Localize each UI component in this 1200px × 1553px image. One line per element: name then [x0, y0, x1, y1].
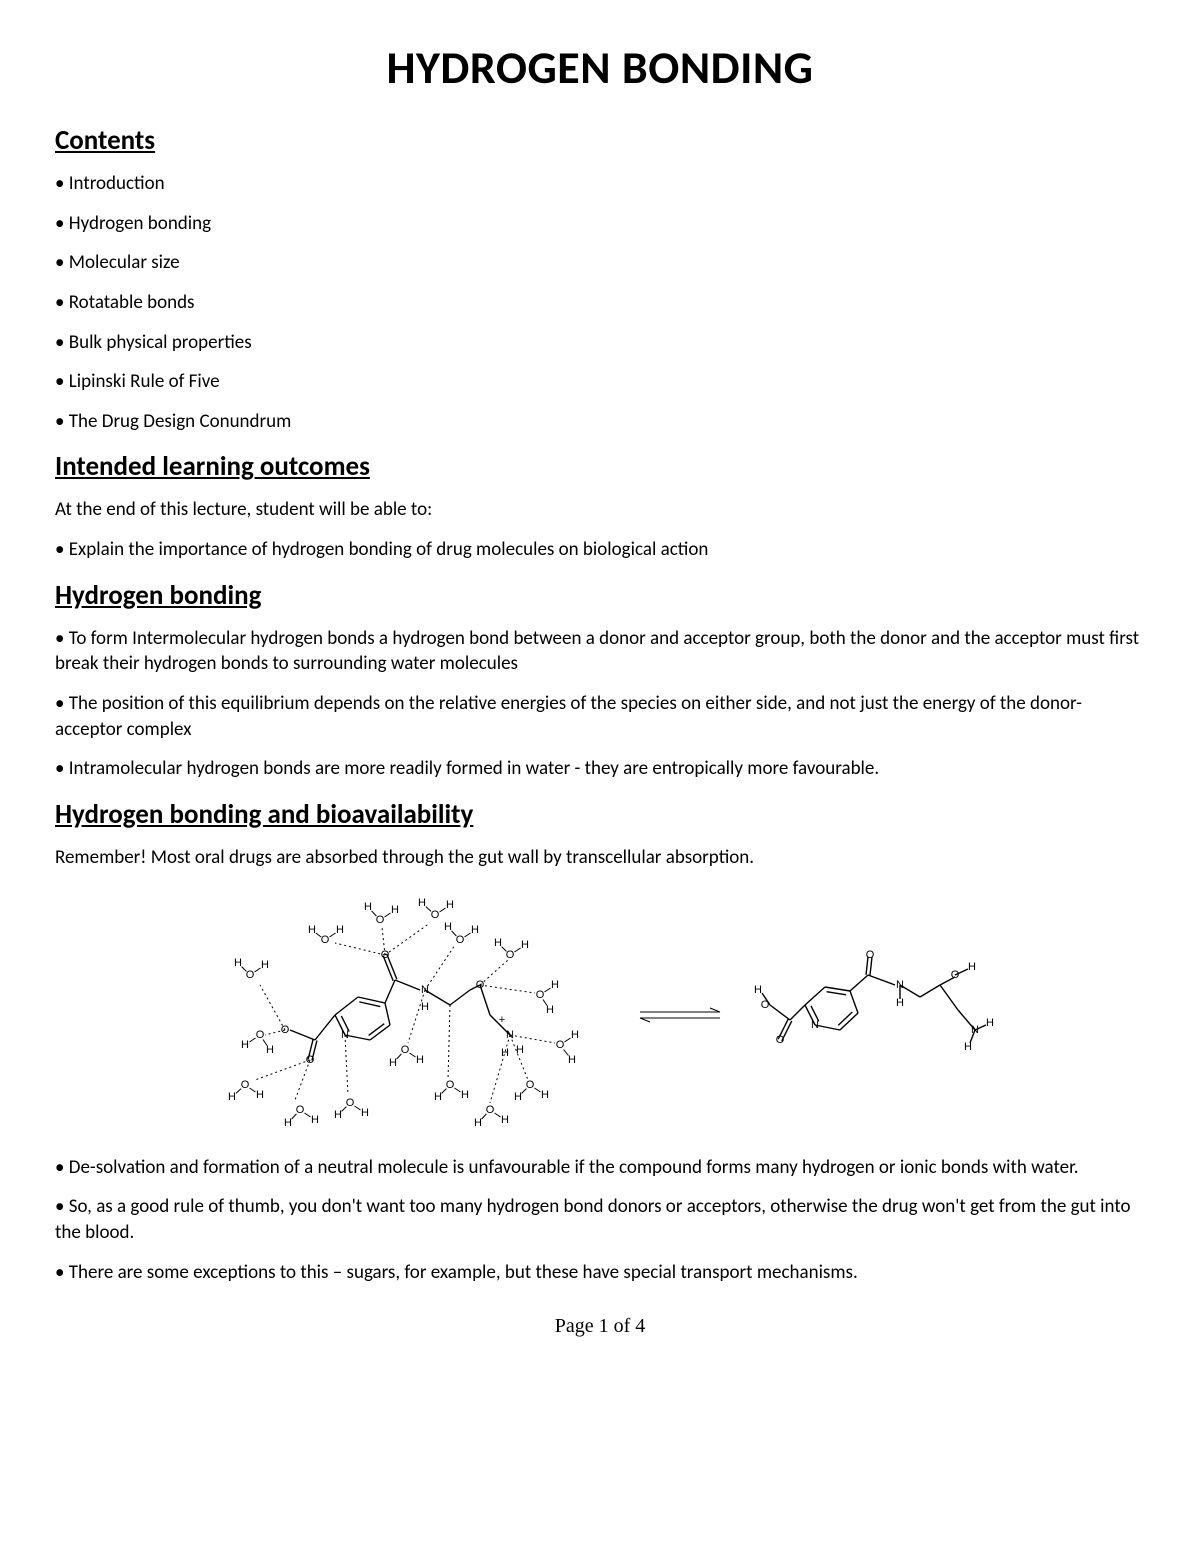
bioavail-item: • De-solvation and formation of a neutra… — [55, 1155, 1145, 1181]
svg-text:H: H — [968, 961, 976, 973]
svg-text:H: H — [334, 1109, 342, 1121]
contents-item: • The Drug Design Conundrum — [55, 409, 1145, 435]
svg-text:H: H — [964, 1041, 972, 1053]
bioavail-item: • So, as a good rule of thumb, you don't… — [55, 1194, 1145, 1245]
svg-text:H: H — [754, 984, 762, 996]
contents-item: • Bulk physical properties — [55, 330, 1145, 356]
bioavail-intro: Remember! Most oral drugs are absorbed t… — [55, 845, 1145, 871]
svg-text:O: O — [246, 969, 255, 981]
svg-text:N: N — [811, 1019, 819, 1031]
svg-text:+: + — [499, 1014, 505, 1026]
svg-text:H: H — [461, 1089, 469, 1101]
svg-text:H: H — [261, 959, 269, 971]
svg-text:N: N — [896, 979, 904, 991]
svg-text:O: O — [486, 1104, 495, 1116]
svg-text:H: H — [308, 924, 316, 936]
svg-text:O: O — [241, 1079, 250, 1091]
svg-text:O: O — [776, 1034, 785, 1046]
svg-text:H: H — [896, 997, 904, 1009]
svg-text:H: H — [521, 939, 529, 951]
svg-text:O: O — [536, 989, 545, 1001]
svg-text:O: O — [951, 969, 960, 981]
svg-text:H: H — [501, 1047, 509, 1059]
svg-text:O: O — [321, 934, 330, 946]
svg-text:O: O — [256, 1029, 265, 1041]
svg-text:H: H — [336, 924, 344, 936]
svg-text:H: H — [446, 899, 454, 911]
contents-item: • Rotatable bonds — [55, 290, 1145, 316]
svg-text:N: N — [341, 1029, 349, 1041]
svg-text:O: O — [306, 1054, 315, 1066]
svg-text:O: O — [376, 914, 385, 926]
svg-text:H: H — [568, 1054, 576, 1066]
contents-item: • Lipinski Rule of Five — [55, 369, 1145, 395]
svg-text:H: H — [361, 1107, 369, 1119]
bioavail-heading: Hydrogen bonding and bioavailability — [55, 798, 1145, 831]
hbonding-heading: Hydrogen bonding — [55, 579, 1145, 612]
svg-text:H: H — [418, 897, 426, 909]
hbonding-item: • Intramolecular hydrogen bonds are more… — [55, 756, 1145, 782]
page-number: Page 1 of 4 — [55, 1315, 1145, 1338]
svg-text:O: O — [401, 1044, 410, 1056]
svg-text:H: H — [986, 1017, 994, 1029]
svg-text:O: O — [761, 999, 770, 1011]
bioavail-item: • There are some exceptions to this – su… — [55, 1260, 1145, 1286]
svg-text:O: O — [446, 1079, 455, 1091]
svg-text:O: O — [346, 1097, 355, 1109]
svg-text:H: H — [501, 1114, 509, 1126]
outcomes-heading: Intended learning outcomes — [55, 450, 1145, 483]
svg-text:H: H — [364, 901, 372, 913]
svg-text:H: H — [228, 1091, 236, 1103]
molecule-diagram-container: NOOONONHHH+OHHOHHOHHOHHOHHOHHOHHOHHOHHOH… — [55, 885, 1145, 1145]
svg-text:N: N — [971, 1024, 979, 1036]
svg-text:H: H — [284, 1117, 292, 1129]
svg-text:H: H — [551, 979, 559, 991]
contents-heading: Contents — [55, 124, 1145, 157]
svg-text:H: H — [389, 1057, 397, 1069]
outcomes-item: • Explain the importance of hydrogen bon… — [55, 537, 1145, 563]
molecule-diagram: NOOONONHHH+OHHOHHOHHOHHOHHOHHOHHOHHOHHOH… — [190, 885, 1010, 1145]
svg-text:H: H — [234, 957, 242, 969]
page-title: HYDROGEN BONDING — [55, 40, 1145, 96]
svg-text:H: H — [514, 1091, 522, 1103]
svg-text:H: H — [546, 1004, 554, 1016]
svg-text:H: H — [474, 1117, 482, 1129]
svg-text:H: H — [241, 1039, 249, 1051]
svg-text:H: H — [421, 1001, 429, 1013]
svg-text:H: H — [541, 1089, 549, 1101]
contents-item: • Molecular size — [55, 250, 1145, 276]
svg-text:H: H — [494, 937, 502, 949]
contents-item: • Introduction — [55, 171, 1145, 197]
contents-item: • Hydrogen bonding — [55, 211, 1145, 237]
svg-text:H: H — [311, 1114, 319, 1126]
svg-text:O: O — [456, 934, 465, 946]
hbonding-item: • The position of this equilibrium depen… — [55, 691, 1145, 742]
svg-text:H: H — [571, 1029, 579, 1041]
svg-text:O: O — [556, 1039, 565, 1051]
svg-text:O: O — [866, 949, 875, 961]
svg-text:O: O — [526, 1079, 535, 1091]
svg-text:O: O — [296, 1104, 305, 1116]
svg-text:H: H — [391, 904, 399, 916]
svg-text:H: H — [266, 1044, 274, 1056]
svg-text:H: H — [416, 1054, 424, 1066]
svg-text:H: H — [444, 921, 452, 933]
svg-text:H: H — [471, 924, 479, 936]
svg-text:H: H — [256, 1089, 264, 1101]
outcomes-intro: At the end of this lecture, student will… — [55, 497, 1145, 523]
svg-text:O: O — [431, 909, 440, 921]
svg-text:H: H — [434, 1091, 442, 1103]
svg-text:O: O — [506, 949, 515, 961]
hbonding-item: • To form Intermolecular hydrogen bonds … — [55, 626, 1145, 677]
